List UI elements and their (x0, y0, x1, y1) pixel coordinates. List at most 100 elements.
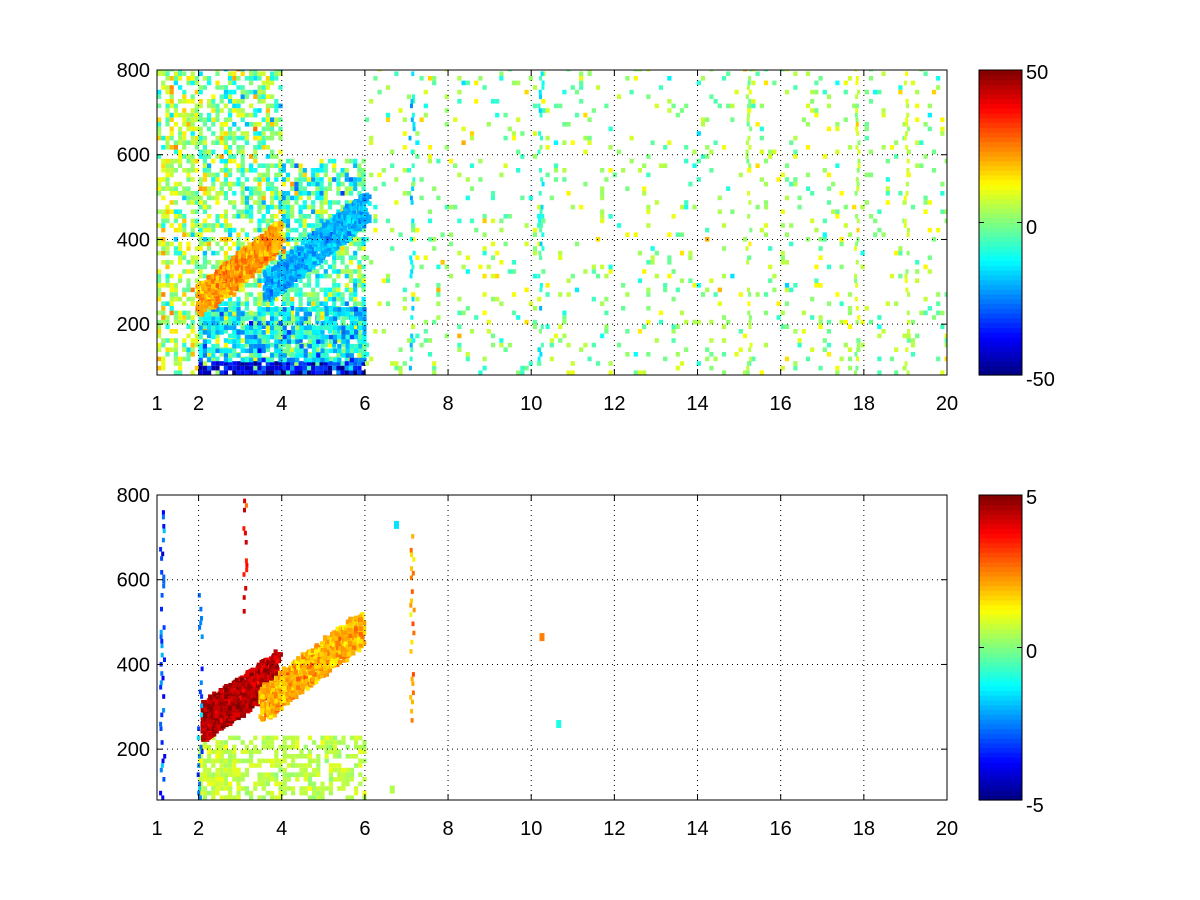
heatmap-cell (238, 283, 243, 288)
heatmap-cell (157, 191, 162, 196)
heatmap-cell (675, 287, 680, 293)
heatmap-cell (161, 301, 166, 306)
heatmap-cell (340, 168, 345, 173)
heatmap-cell (591, 296, 596, 302)
heatmap-cell (211, 311, 216, 317)
heatmap-cell (232, 292, 237, 297)
heatmap-cell (323, 269, 328, 274)
heatmap-cell (621, 283, 626, 288)
heatmap-cell (906, 338, 911, 343)
heatmap-cell (503, 214, 508, 219)
heatmap-cell (220, 286, 225, 291)
heatmap-cell (265, 108, 270, 113)
heatmap-cell (278, 103, 283, 109)
heatmap-cell (311, 191, 316, 196)
heatmap-cell (299, 353, 304, 358)
heatmap-cell (763, 204, 769, 210)
heatmap-cell (278, 233, 283, 238)
heatmap-cell (591, 342, 596, 348)
heatmap-cell (663, 356, 668, 362)
heatmap-cell (319, 370, 324, 375)
heatmap-cell (186, 296, 191, 302)
heatmap-cell (274, 191, 279, 196)
heatmap-cell (236, 214, 241, 219)
heatmap-cell (516, 168, 521, 173)
heatmap-cell (282, 330, 287, 335)
heatmap-cell (532, 324, 538, 329)
heatmap-cell (316, 339, 321, 344)
heatmap-cell (278, 226, 283, 232)
heatmap-cell (299, 320, 304, 326)
heatmap-cell (520, 365, 525, 371)
heatmap-cell (306, 283, 312, 288)
heatmap-cell (319, 168, 324, 173)
heatmap-cell (202, 177, 207, 182)
heatmap-cell (266, 271, 272, 277)
heatmap-cell (219, 122, 224, 127)
heatmap-cell (940, 181, 945, 187)
heatmap-cell (721, 246, 727, 251)
heatmap-cell (264, 260, 269, 266)
heatmap-cell (240, 365, 245, 371)
heatmap-cell (240, 248, 245, 254)
heatmap-cell (165, 108, 170, 113)
heatmap-cell (161, 237, 166, 242)
heatmap-cell (298, 237, 303, 242)
heatmap-cell (190, 296, 195, 302)
heatmap-cell (919, 140, 924, 145)
heatmap-cell (797, 204, 802, 210)
heatmap-cell (333, 320, 338, 326)
heatmap-cell (202, 117, 207, 122)
heatmap-cell (285, 214, 291, 219)
heatmap-cell (278, 218, 283, 224)
heatmap-cell (178, 278, 183, 283)
heatmap-cell (684, 158, 689, 164)
heatmap-cell (562, 333, 567, 339)
heatmap-cell (223, 319, 228, 325)
heatmap-cell (219, 126, 224, 132)
heatmap-cell (353, 283, 358, 288)
heatmap-cell (349, 316, 354, 321)
heatmap-cell (721, 76, 727, 81)
heatmap-cell (253, 89, 258, 95)
heatmap-cell (324, 311, 329, 317)
heatmap-cell (274, 108, 279, 113)
heatmap-cell (482, 356, 487, 362)
heatmap-cell (215, 195, 220, 201)
heatmap-cell (215, 311, 220, 317)
heatmap-cell (679, 250, 685, 256)
heatmap-cell (348, 260, 354, 265)
heatmap-cell (223, 158, 228, 164)
heatmap-cell (303, 357, 308, 363)
heatmap-cell (244, 306, 249, 311)
heatmap-cell (558, 324, 563, 329)
heatmap-cell (161, 158, 166, 164)
heatmap-cell (306, 292, 312, 297)
heatmap-cell (349, 353, 354, 358)
heatmap-cell (358, 320, 363, 326)
heatmap-cell (362, 325, 367, 331)
heatmap-cell (194, 80, 199, 86)
heatmap-cell (244, 131, 249, 136)
heatmap-cell (278, 236, 283, 241)
heatmap-cell (340, 365, 345, 371)
heatmap-cell (298, 278, 303, 283)
heatmap-cell (336, 329, 341, 334)
heatmap-cell (234, 258, 239, 264)
heatmap-cell (457, 333, 462, 339)
heatmap-cell (427, 76, 433, 81)
heatmap-cell (843, 204, 848, 210)
heatmap-cell (274, 154, 279, 159)
heatmap-cell (202, 122, 207, 127)
heatmap-cell (919, 310, 924, 316)
heatmap-cell (290, 296, 295, 302)
heatmap-cell (336, 296, 341, 302)
heatmap-cell (315, 172, 320, 178)
heatmap-cell (333, 357, 338, 363)
heatmap-cell (885, 158, 890, 164)
heatmap-cell (161, 223, 166, 228)
heatmap-cell (457, 342, 462, 348)
heatmap-cell (240, 89, 245, 95)
heatmap-cell (772, 80, 777, 86)
heatmap-cell (165, 347, 170, 352)
